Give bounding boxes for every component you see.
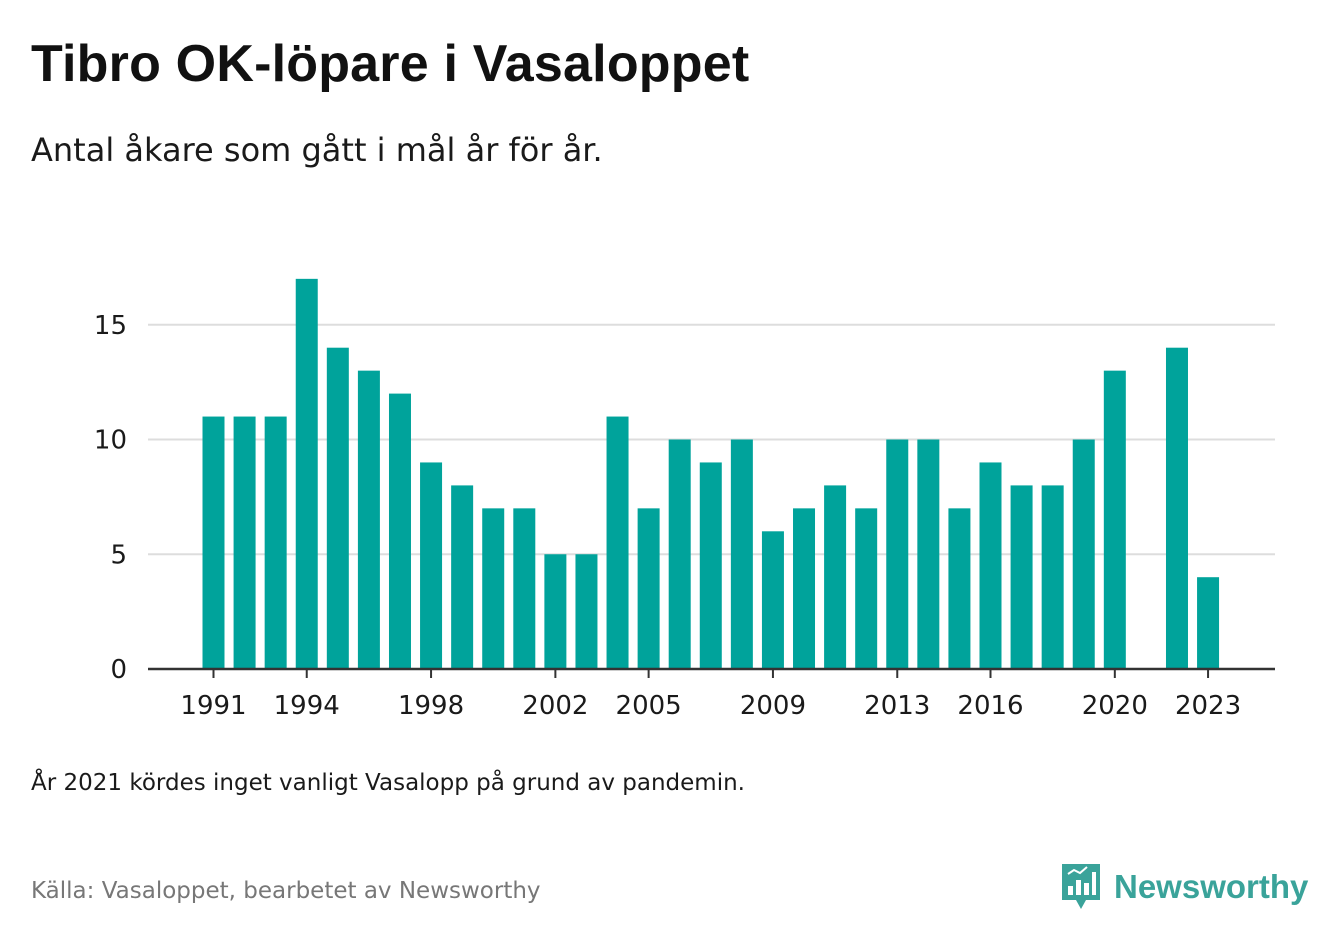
bar-2011 (824, 485, 847, 669)
x-tick-label: 1991 (180, 691, 246, 721)
bar-1994 (295, 278, 318, 669)
bar-2002 (544, 554, 567, 669)
x-tick-label: 2005 (616, 691, 682, 721)
brand-name: Newsworthy (1114, 868, 1309, 905)
x-axis-ticks: 1991 1994 1998 2002 2005 2009 2013 2016 2020 2023 (180, 669, 1241, 721)
newsworthy-brand: Newsworthy (1060, 862, 1308, 912)
bar-2000 (482, 508, 505, 669)
x-tick-label: 2002 (522, 691, 588, 721)
x-tick-label: 2009 (740, 691, 806, 721)
x-tick-label: 2013 (864, 691, 930, 721)
bar-2005 (637, 508, 660, 669)
bar-2017 (1010, 485, 1033, 669)
bar-chart: 0 5 10 15 1991 1994 1998 2002 2005 2009 2013 2016 2… (94, 278, 1275, 721)
bar-1993 (264, 416, 287, 669)
bar-2022 (1165, 347, 1188, 669)
bar-2015 (948, 508, 971, 669)
bar-1998 (420, 462, 443, 669)
bar-2003 (575, 554, 598, 669)
source-credit: Källa: Vasaloppet, bearbetet av Newswort… (31, 878, 541, 904)
bar-2006 (668, 439, 691, 669)
bar-2012 (855, 508, 878, 669)
y-tick-label: 0 (110, 655, 127, 685)
x-tick-label: 2016 (957, 691, 1023, 721)
bar-2001 (513, 508, 536, 669)
bar-2023 (1197, 577, 1220, 669)
bar-2019 (1072, 439, 1095, 669)
x-tick-label: 1998 (398, 691, 464, 721)
bar-2007 (699, 462, 722, 669)
y-axis-ticks: 0 5 10 15 (94, 311, 127, 685)
y-tick-label: 10 (94, 426, 127, 456)
bar-1991 (202, 416, 225, 669)
y-tick-label: 5 (110, 540, 127, 570)
bar-2009 (761, 531, 784, 669)
y-tick-label: 15 (94, 311, 127, 341)
bar-2008 (730, 439, 753, 669)
x-tick-label: 2020 (1082, 691, 1148, 721)
chart-title: Tibro OK-löpare i Vasaloppet (31, 35, 750, 93)
bar-2016 (979, 462, 1002, 669)
bar-2010 (793, 508, 816, 669)
x-tick-label: 2023 (1175, 691, 1241, 721)
newsworthy-logo-icon (1062, 864, 1100, 909)
bar-2013 (886, 439, 909, 669)
chart-subtitle: Antal åkare som gått i mål år för år. (31, 131, 603, 169)
chart-note: År 2021 kördes inget vanligt Vasalopp på… (31, 770, 745, 796)
bar-2018 (1041, 485, 1064, 669)
x-tick-label: 1994 (274, 691, 340, 721)
bar-2020 (1103, 370, 1126, 669)
bar-1999 (451, 485, 474, 669)
bar-2014 (917, 439, 940, 669)
bars (202, 278, 1220, 669)
bar-1997 (388, 393, 411, 669)
bar-1995 (326, 347, 349, 669)
bar-2004 (606, 416, 629, 669)
bar-1996 (357, 370, 380, 669)
bar-1992 (233, 416, 256, 669)
